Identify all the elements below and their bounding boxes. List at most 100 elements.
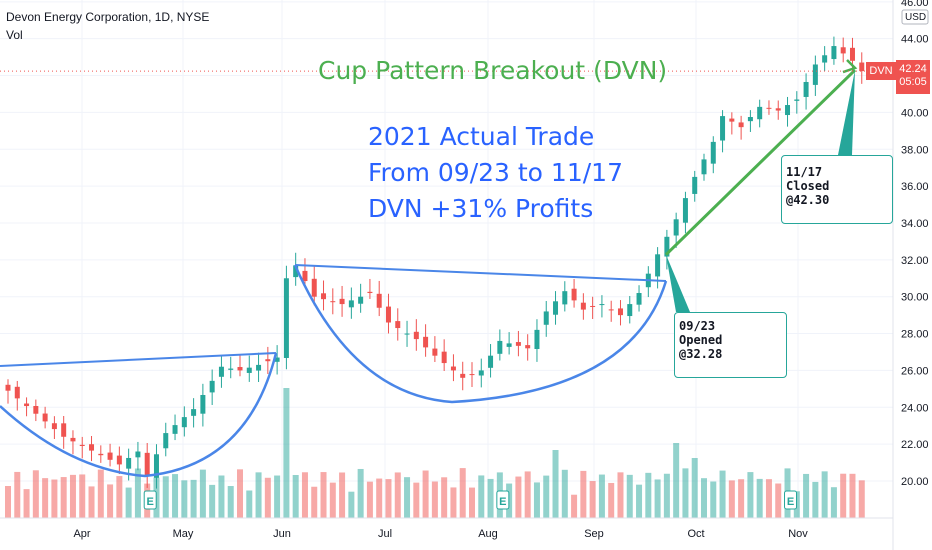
volume-bar xyxy=(125,487,132,518)
candle-body xyxy=(70,437,76,442)
trade-text-line-2: From 09/23 to 11/17 xyxy=(368,158,623,187)
volume-bar xyxy=(849,473,856,518)
volume-bar xyxy=(199,469,206,518)
currency-box xyxy=(901,9,929,25)
earnings-letter: E xyxy=(787,496,794,508)
candle-body xyxy=(803,81,809,97)
volume-bar xyxy=(134,468,141,518)
candle-body xyxy=(664,236,670,257)
volume-bar xyxy=(60,477,67,518)
price-tick-label: 38.00 xyxy=(901,144,929,156)
volume-bar xyxy=(469,487,475,518)
candle-body xyxy=(246,367,252,373)
candle-body xyxy=(441,351,447,364)
volume-bar xyxy=(645,472,652,518)
volume-bar xyxy=(385,479,392,518)
volume-bar xyxy=(812,481,819,518)
volume-bar xyxy=(598,474,605,518)
volume-bar xyxy=(292,474,299,518)
candle-body xyxy=(450,366,456,371)
cup-1-rim xyxy=(0,352,277,367)
candle-body xyxy=(682,198,688,223)
candle-body xyxy=(79,444,85,446)
volume-bar xyxy=(172,474,179,518)
volume-bar xyxy=(765,479,772,518)
earnings-box xyxy=(784,490,798,510)
candle-body xyxy=(738,122,744,128)
volume-bar xyxy=(42,478,49,518)
volume-bar xyxy=(51,479,58,518)
price-tick-label: 44.00 xyxy=(901,34,929,46)
volume-bar xyxy=(450,487,457,518)
candle-body xyxy=(191,409,197,416)
grid-lines xyxy=(0,0,893,518)
volume-bar xyxy=(107,484,114,518)
volume-bar xyxy=(636,484,643,518)
volume-bar xyxy=(376,478,383,518)
drawings xyxy=(0,59,893,478)
candle-body xyxy=(423,336,429,348)
symbol-title: Devon Energy Corporation, 1D, NYSE xyxy=(6,10,210,24)
candle-body xyxy=(116,455,122,465)
candle-body xyxy=(766,107,772,109)
candle-body xyxy=(710,141,716,164)
volume-bar xyxy=(478,475,485,518)
candle-body xyxy=(488,355,494,368)
volume-bar xyxy=(830,487,837,518)
candle-body xyxy=(172,425,178,434)
volume-bar xyxy=(209,484,216,518)
price-tick-label: 28.00 xyxy=(901,329,929,341)
price-tick-label: 34.00 xyxy=(901,218,929,230)
cup-2-rim xyxy=(294,264,667,282)
volume-bar xyxy=(329,482,336,518)
volume-bar xyxy=(682,468,689,518)
volume-bar xyxy=(580,470,587,518)
candle-body xyxy=(228,368,234,370)
earnings-box xyxy=(496,490,510,510)
candle-body xyxy=(24,403,30,407)
candle-body xyxy=(599,304,605,306)
volume-bar xyxy=(366,481,373,518)
price-tick-label: 30.00 xyxy=(901,292,929,304)
earnings-letter: E xyxy=(499,496,506,508)
time-tick-label: Jun xyxy=(273,528,291,540)
candle-body xyxy=(617,308,623,316)
candle-body xyxy=(209,380,215,393)
candle-body xyxy=(757,106,763,120)
candle-body xyxy=(580,302,586,310)
volume-bar xyxy=(552,450,559,518)
candle-body xyxy=(385,306,391,323)
price-tick-label: 22.00 xyxy=(901,439,929,451)
candle-body xyxy=(311,278,317,297)
volume-bar xyxy=(301,472,308,518)
candle-body xyxy=(126,457,132,469)
candle-body xyxy=(822,55,828,63)
volume-bar xyxy=(264,477,271,518)
candle-body xyxy=(729,118,735,122)
candle-body xyxy=(42,413,48,422)
volume-bar xyxy=(821,471,828,518)
last-price: 42.24 xyxy=(899,63,927,75)
volume-bar xyxy=(283,388,290,518)
volume-bar xyxy=(533,482,540,518)
candle-body xyxy=(265,359,271,362)
currency-label: USD xyxy=(905,12,926,23)
volume-label: Vol xyxy=(6,28,23,42)
volume-bar xyxy=(459,468,466,518)
volume-bar xyxy=(487,478,494,518)
entry-callout: 09/23 Opened @32.28 xyxy=(674,312,787,378)
volume-bar xyxy=(858,480,865,518)
candle-body xyxy=(107,452,113,460)
candle-body xyxy=(61,423,67,437)
candle-body xyxy=(339,298,345,305)
candle-body xyxy=(673,219,679,236)
volume-bar xyxy=(162,476,169,518)
candle-body xyxy=(460,373,466,378)
candle-body xyxy=(608,309,614,311)
candle-body xyxy=(812,64,818,85)
volume-bar xyxy=(701,478,707,518)
countdown: 05:05 xyxy=(899,76,927,88)
candle-body xyxy=(283,278,289,358)
entry-pointer xyxy=(666,254,690,312)
